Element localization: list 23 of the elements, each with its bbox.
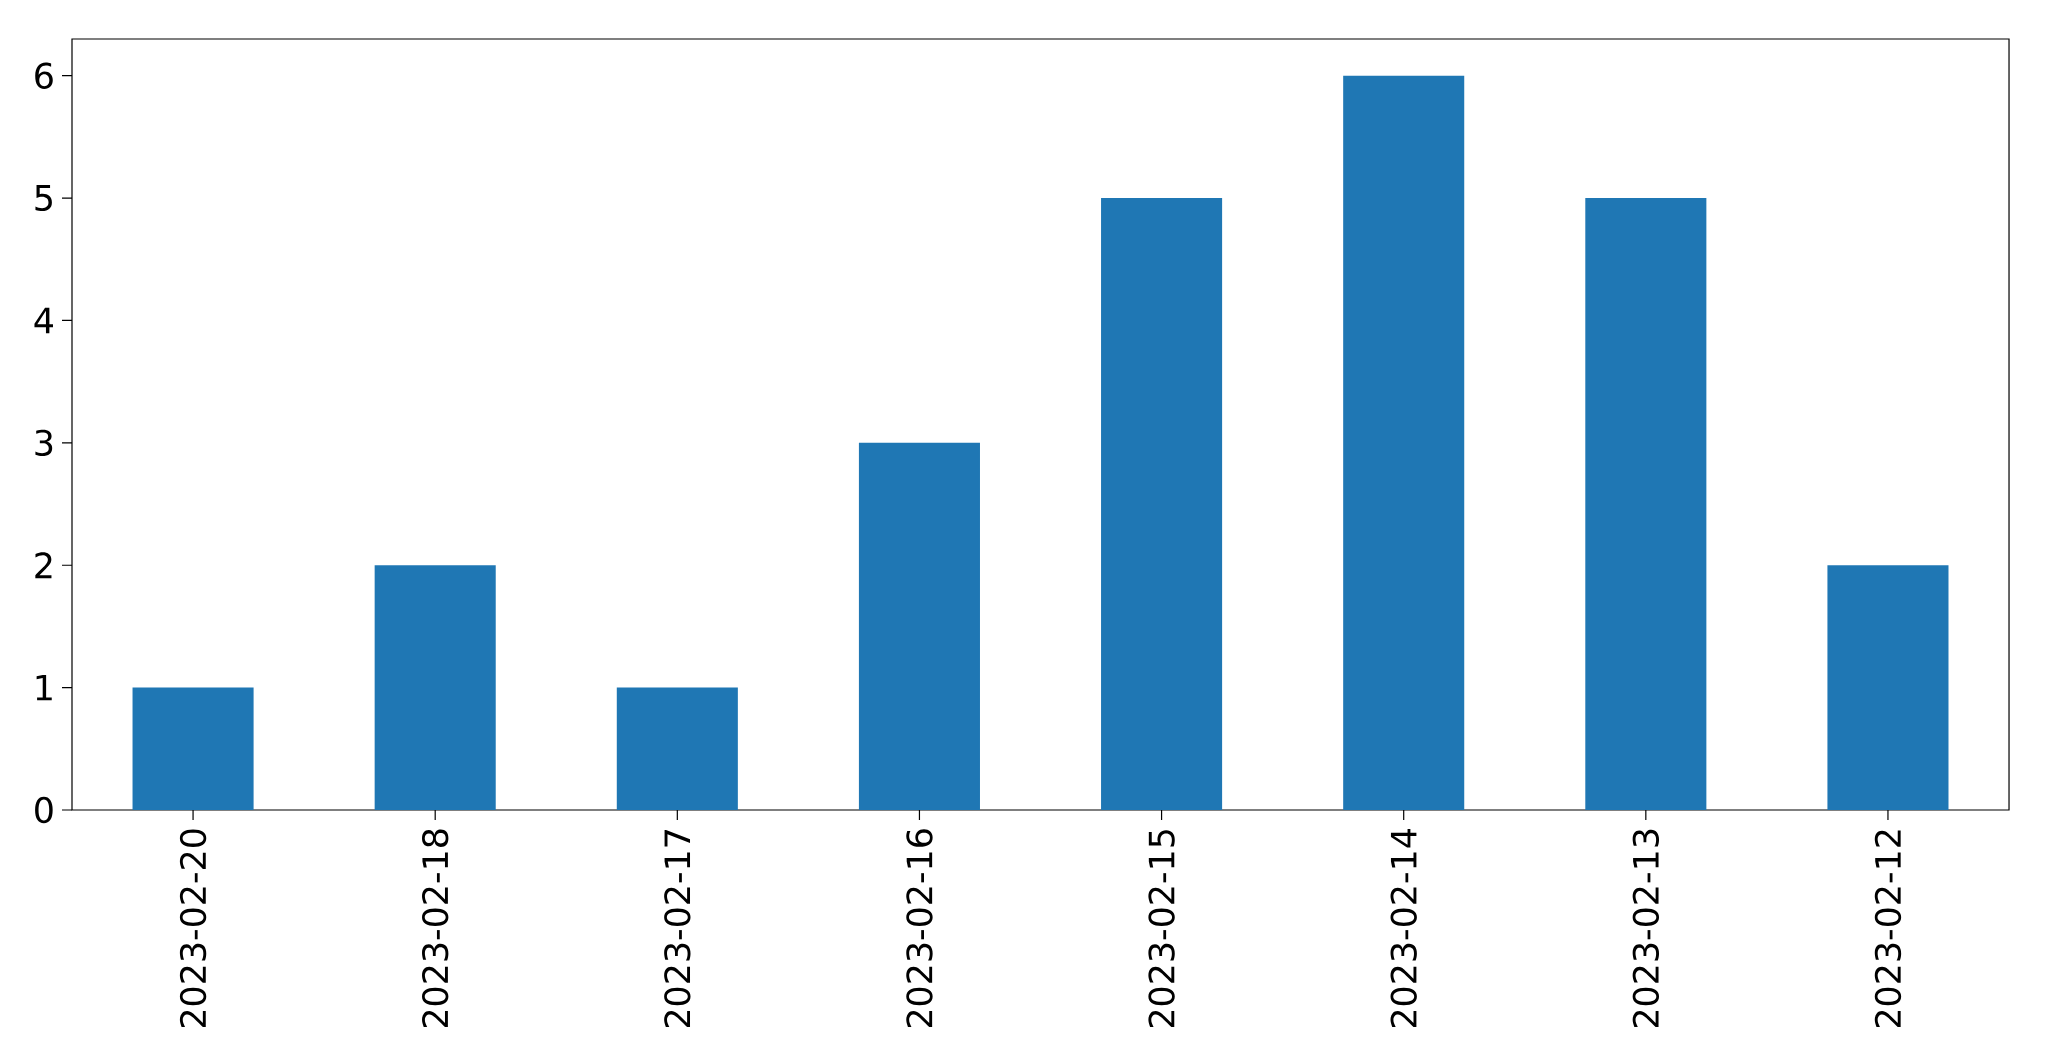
x-tick-label: 2023-02-13 xyxy=(1632,829,1660,1028)
y-tick-label: 0 xyxy=(35,796,53,824)
x-tick-label: 2023-02-16 xyxy=(906,829,933,1028)
x-tick-label: 2023-02-20 xyxy=(179,829,207,1028)
y-tick-label: 6 xyxy=(35,62,53,89)
x-tick-label: 2023-02-17 xyxy=(664,830,691,1028)
bar xyxy=(132,687,254,810)
bar xyxy=(374,565,496,810)
bar xyxy=(1585,198,1707,810)
bar xyxy=(616,687,738,810)
x-tick-label: 2023-02-18 xyxy=(422,829,449,1028)
bar xyxy=(1827,565,1949,810)
y-tick-label: 2 xyxy=(35,552,52,579)
y-tick-label: 4 xyxy=(34,307,53,334)
x-tick-label: 2023-02-14 xyxy=(1390,829,1417,1028)
bar xyxy=(858,442,980,810)
y-tick-label: 1 xyxy=(36,674,52,701)
x-tick-label: 2023-02-15 xyxy=(1148,830,1175,1028)
x-tick-label: 2023-02-12 xyxy=(1874,830,1902,1028)
y-tick-label: 5 xyxy=(35,185,52,212)
bar xyxy=(1343,75,1465,810)
bar xyxy=(1101,198,1223,810)
y-tick-label: 3 xyxy=(35,429,53,457)
